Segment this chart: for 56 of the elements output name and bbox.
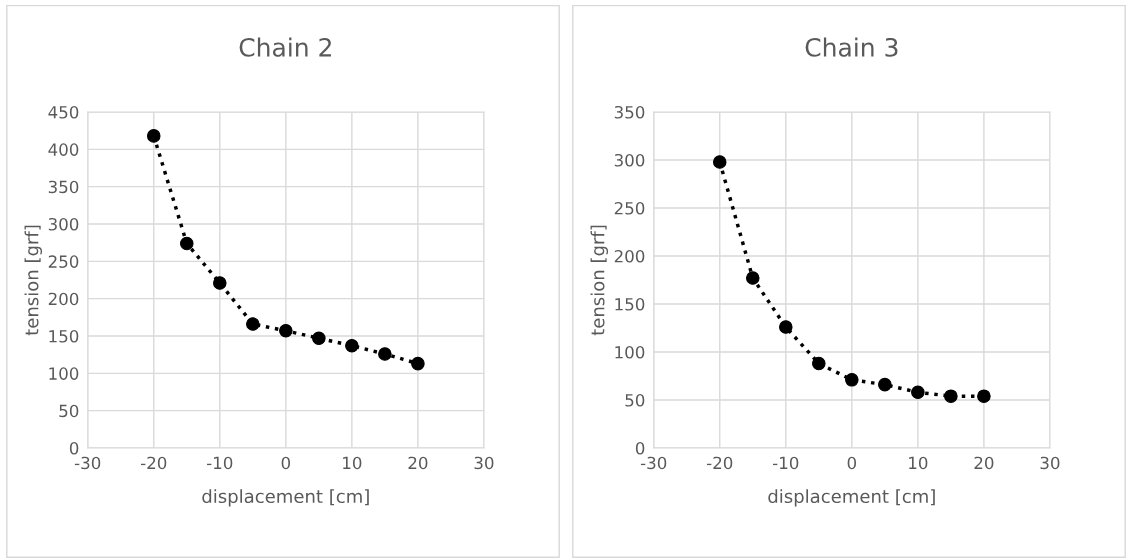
x-tick-label: 10 bbox=[343, 456, 362, 470]
y-tick-label: 100 bbox=[49, 367, 79, 380]
y-tick-label: 0 bbox=[635, 441, 645, 455]
y-tick-label: 350 bbox=[48, 180, 79, 194]
x-tick-label: 10 bbox=[909, 456, 928, 470]
y-tick-label: 200 bbox=[614, 249, 645, 263]
x-tick-label: 30 bbox=[1040, 456, 1060, 470]
y-tick-label: 300 bbox=[48, 217, 79, 231]
x-tick-label: -30 bbox=[640, 456, 667, 470]
y-tick-label: 350 bbox=[614, 105, 645, 119]
y-axis-title: tension [grf] bbox=[24, 225, 43, 336]
point bbox=[746, 271, 760, 285]
point bbox=[345, 338, 359, 353]
point bbox=[213, 276, 227, 290]
y-tick-label: 0 bbox=[69, 441, 79, 455]
y-tick-label: 200 bbox=[48, 292, 79, 306]
x-axis-title: displacement [cm] bbox=[768, 489, 935, 507]
y-tick-label: 250 bbox=[48, 255, 79, 268]
x-tick-label: 0 bbox=[847, 456, 857, 470]
point bbox=[246, 317, 260, 331]
y-tick-label: 50 bbox=[59, 404, 79, 418]
point bbox=[411, 356, 425, 371]
point bbox=[180, 236, 194, 251]
y-tick-label: 450 bbox=[48, 105, 79, 119]
x-tick-label: -30 bbox=[74, 456, 101, 470]
chart-title: Chain 2 bbox=[239, 37, 331, 57]
y-tick-label: 50 bbox=[625, 393, 645, 407]
x-tick-label: -10 bbox=[773, 456, 799, 470]
y-tick-label: 100 bbox=[615, 345, 645, 359]
point bbox=[378, 347, 392, 361]
x-tick-label: 30 bbox=[474, 456, 494, 470]
point bbox=[779, 320, 793, 334]
point bbox=[977, 389, 991, 403]
y-tick-label: 300 bbox=[614, 153, 645, 167]
x-tick-label: -20 bbox=[706, 456, 733, 470]
x-tick-label: -20 bbox=[140, 456, 167, 470]
point bbox=[279, 324, 293, 338]
point bbox=[878, 377, 892, 392]
point bbox=[812, 356, 826, 371]
point bbox=[312, 331, 326, 346]
point bbox=[944, 389, 958, 403]
point bbox=[712, 155, 727, 169]
x-tick-label: 20 bbox=[974, 456, 994, 470]
x-axis-title: displacement [cm] bbox=[202, 489, 369, 507]
y-tick-label: 400 bbox=[48, 143, 79, 156]
y-tick-label: 150 bbox=[49, 329, 79, 343]
point bbox=[845, 373, 859, 387]
y-axis-title: tension [grf] bbox=[590, 225, 609, 336]
x-tick-label: 20 bbox=[408, 456, 428, 470]
y-tick-label: 250 bbox=[614, 201, 645, 215]
point bbox=[146, 129, 161, 143]
chart-title: Chain 3 bbox=[805, 37, 898, 57]
point bbox=[911, 385, 925, 400]
y-tick-label: 150 bbox=[615, 297, 645, 311]
x-tick-label: -10 bbox=[207, 456, 233, 470]
x-tick-label: 0 bbox=[281, 456, 291, 470]
